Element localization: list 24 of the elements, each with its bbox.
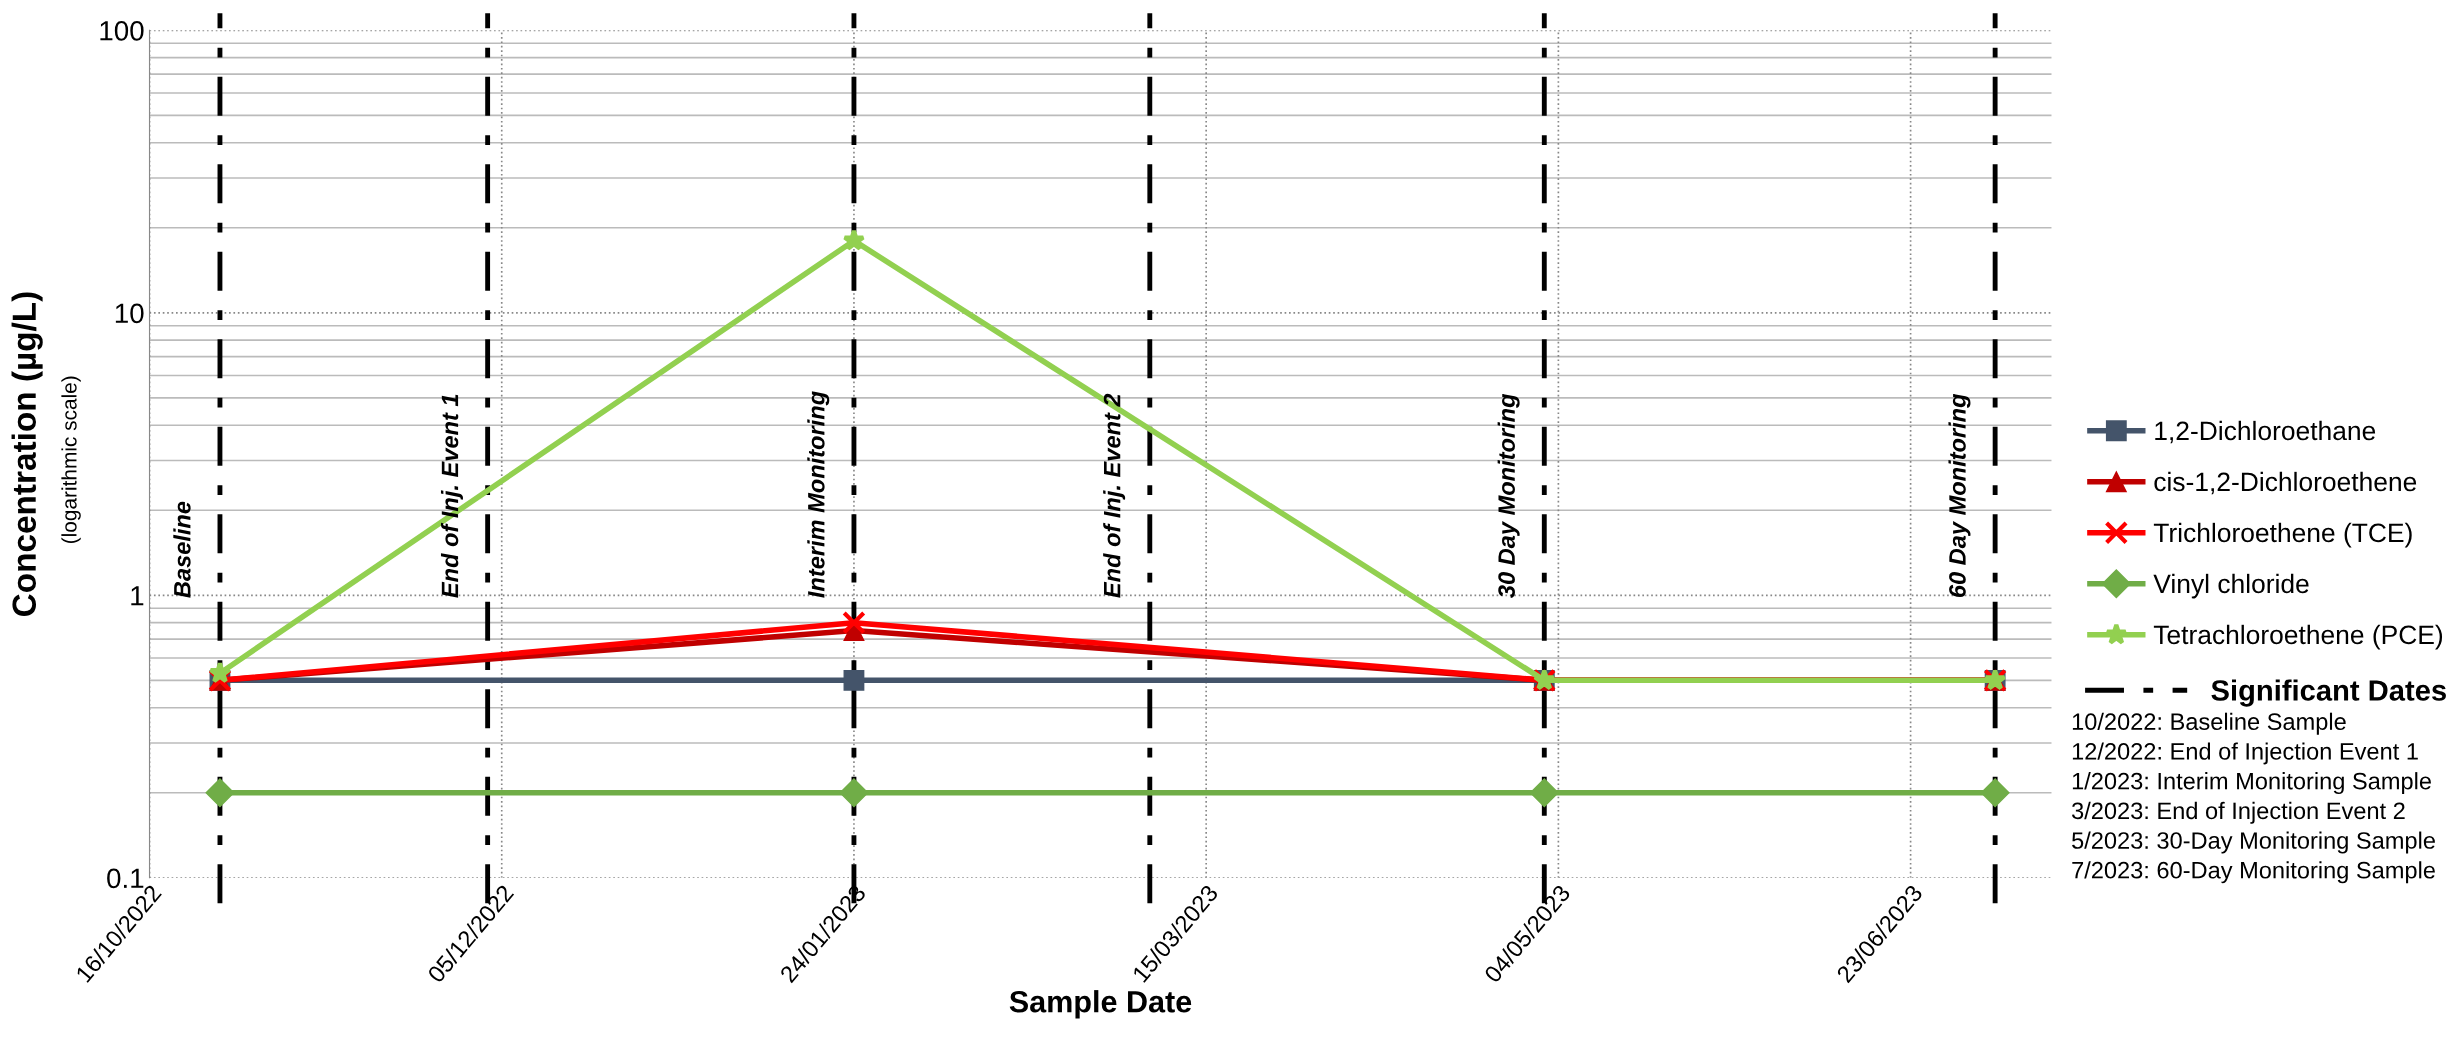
text: Significant Dates	[2211, 679, 2446, 707]
y-tick-label: 100	[100, 20, 144, 41]
ref-line-label: 60 Day Monitoring	[1948, 393, 1971, 598]
ref-line-label: End of Inj. Event 1	[440, 394, 463, 598]
ref-line-label: 30 Day Monitoring	[1497, 393, 1520, 598]
y-axis-title: Concentration (µg/L)	[11, 292, 43, 616]
x-axis-title: Sample Date	[1009, 990, 1192, 1019]
text: 7/2023: 60-Day Monitoring Sample	[2072, 861, 2435, 884]
legend-label: 1,2-Dichloroethane	[2155, 420, 2376, 444]
text: 5/2023: 30-Day Monitoring Sample	[2072, 831, 2435, 854]
legend-label: Vinyl chloride	[2153, 573, 2309, 599]
y-tick-label: 10	[115, 303, 144, 324]
text: 1/2023: Interim Monitoring Sample	[2072, 772, 2431, 795]
legend-label: Trichloroethene (TCE)	[2153, 522, 2412, 548]
text: 3/2023: End of Injection Event 2	[2072, 801, 2405, 824]
legend-label: cis-1,2-Dichloroethene	[2154, 471, 2417, 495]
text: (logarithmic scale)	[61, 376, 81, 544]
ref-line-label: Interim Monitoring	[807, 391, 830, 598]
text: 10/2022: Baseline Sample	[2072, 712, 2346, 735]
ref-line-label: End of Inj. Event 2	[1103, 393, 1126, 598]
ref-line-label: Baseline	[173, 501, 191, 598]
y-tick-label: 1	[131, 586, 144, 606]
legend-label: Tetrachloroethene (PCE)	[2153, 624, 2443, 650]
text: 12/2022: End of Injection Event 1	[2072, 742, 2418, 765]
